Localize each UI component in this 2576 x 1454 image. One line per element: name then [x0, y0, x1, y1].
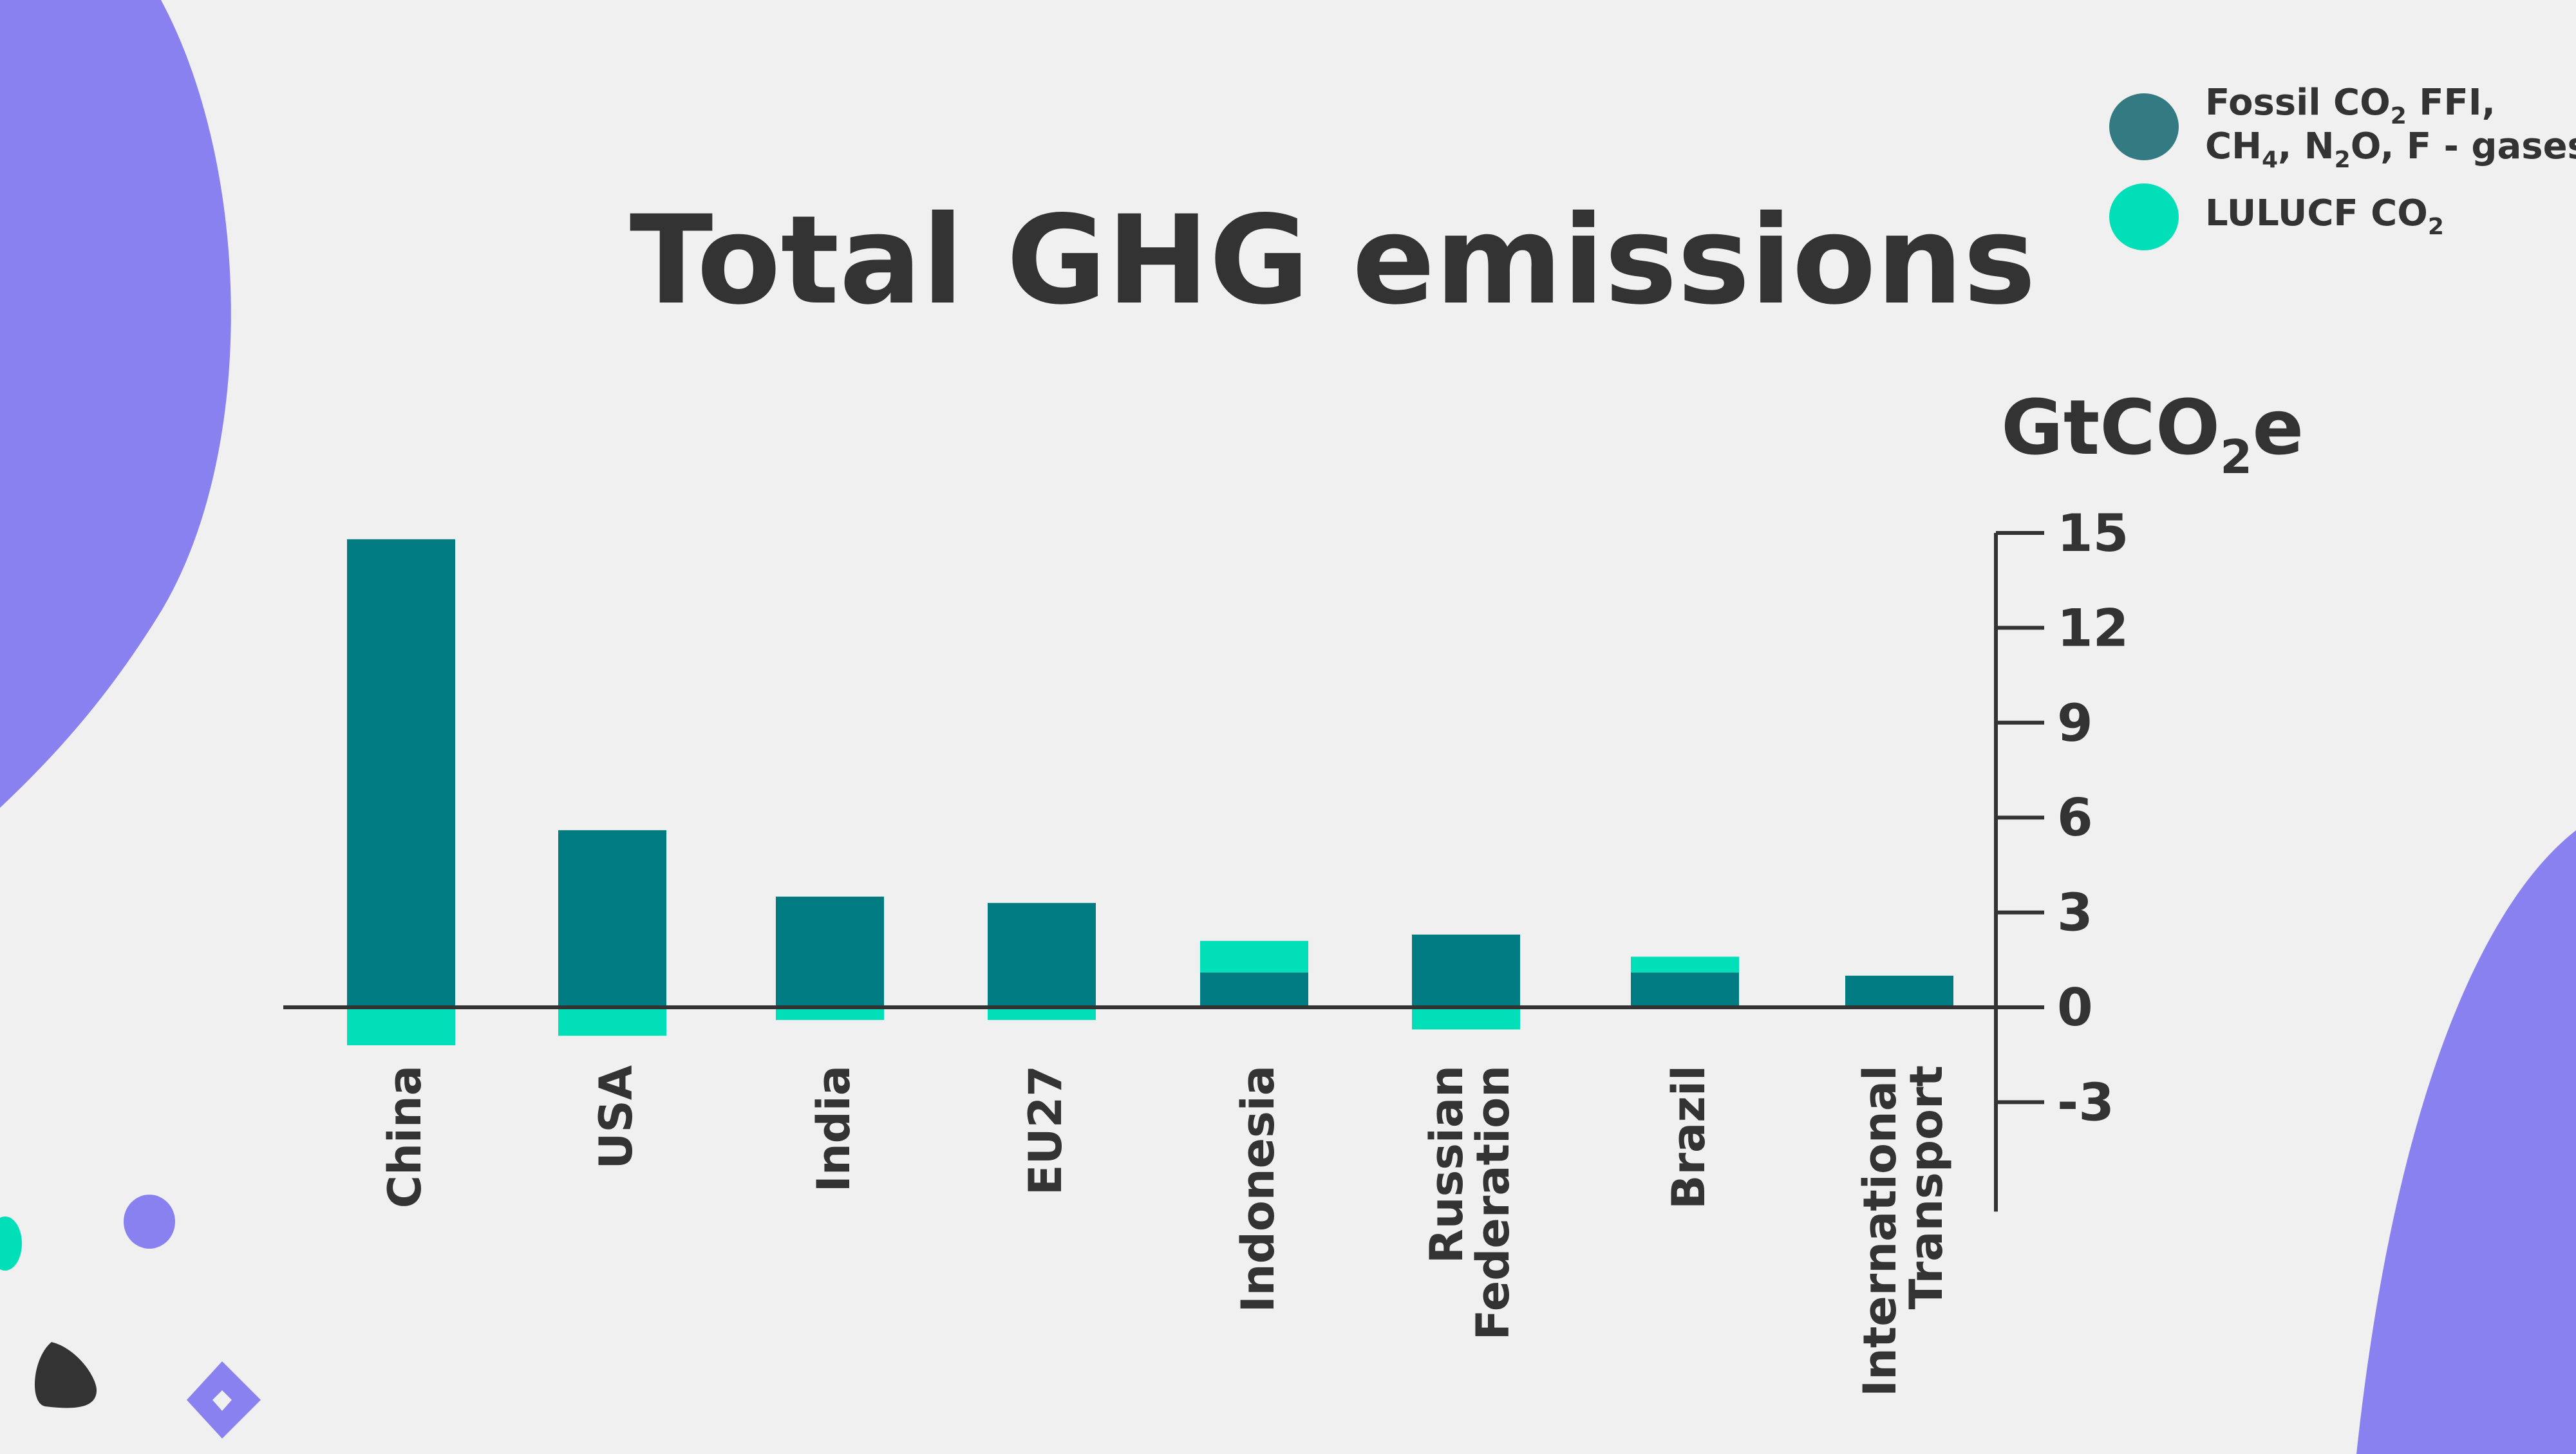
legend-label: CH4, N2O, F - gases — [2205, 126, 2576, 173]
x-tick-label: Russian — [1420, 1065, 1473, 1263]
unit-label: GtCO2e — [2001, 383, 2304, 484]
x-tick-label: Transport — [1900, 1065, 1953, 1310]
y-tick-label: 6 — [2057, 788, 2093, 848]
unit-label-text: GtCO2e — [2001, 383, 2304, 484]
x-tick-label: International — [1854, 1065, 1906, 1397]
bar-fossil — [988, 902, 1096, 1007]
x-tick-label: Brazil — [1662, 1065, 1715, 1209]
bar-lulucf — [1412, 1007, 1520, 1030]
y-tick-label: 0 — [2057, 978, 2093, 1038]
decor-diamond-hole — [212, 1390, 232, 1411]
bar-lulucf — [776, 1007, 884, 1020]
bar-fossil — [1631, 972, 1739, 1007]
bars — [347, 539, 1953, 1045]
bar-fossil — [558, 830, 666, 1007]
legend-swatch — [2109, 93, 2179, 160]
y-axis: 15 12 9 6 3 0 -3 — [283, 503, 2129, 1212]
bar-lulucf — [988, 1007, 1096, 1020]
legend-label: Fossil CO2 FFI, — [2205, 82, 2496, 129]
y-tick-label: 3 — [2057, 883, 2093, 943]
decor-dot-purple — [124, 1195, 175, 1249]
x-tick-label: Federation — [1467, 1065, 1519, 1340]
bar-lulucf — [347, 1007, 455, 1045]
y-tick-label: 9 — [2057, 693, 2093, 753]
x-tick-label: China — [379, 1065, 431, 1208]
bar-fossil — [1845, 975, 1953, 1007]
legend: Fossil CO2 FFI,CH4, N2O, F - gases LULUCF… — [2109, 82, 2576, 250]
y-tick-label: 15 — [2057, 503, 2129, 563]
chart-title: Total GHG emissions — [630, 189, 2036, 331]
legend-swatch — [2109, 183, 2179, 250]
bar-fossil — [776, 897, 884, 1007]
bar-fossil — [1412, 934, 1520, 1007]
y-tick-label: 12 — [2057, 598, 2129, 658]
decor-blob-left — [0, 0, 231, 808]
x-axis-labels: China USA India EU27 Indonesia RussianFederat… — [379, 1065, 1953, 1397]
y-tick-label: -3 — [2057, 1072, 2114, 1132]
x-tick-label: Indonesia — [1232, 1065, 1284, 1312]
x-tick-label: EU27 — [1019, 1065, 1072, 1195]
decor-triangle-dark — [34, 1342, 97, 1408]
legend-label: LULUCF CO2 — [2205, 192, 2444, 240]
bar-lulucf — [1200, 940, 1308, 973]
decor-dot-teal — [0, 1216, 22, 1271]
decor-blob-right — [2356, 830, 2576, 1454]
bar-lulucf — [558, 1007, 666, 1036]
bar-fossil — [1200, 972, 1308, 1007]
x-tick-label: USA — [590, 1065, 643, 1169]
bar-lulucf — [1631, 956, 1739, 973]
x-tick-label: India — [807, 1065, 860, 1192]
bar-fossil — [347, 539, 455, 1007]
